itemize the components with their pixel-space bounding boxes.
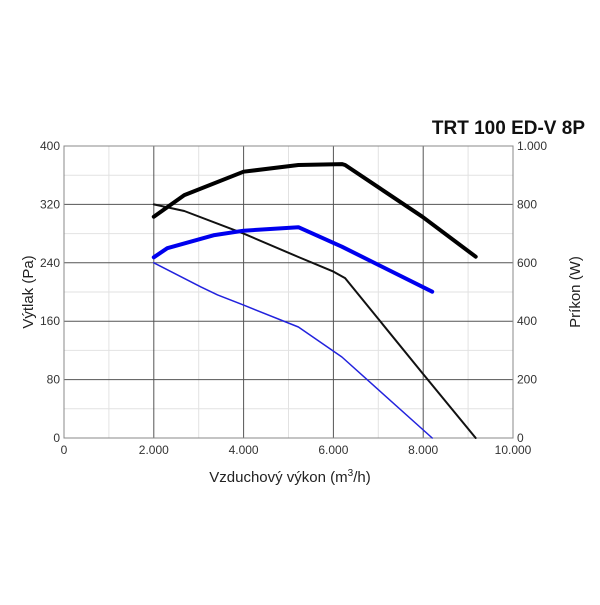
x-axis-label: Vzduchový výkon (m3/h) — [209, 468, 370, 486]
series-line-power-black — [151, 162, 478, 259]
y-tick-label: 400 — [40, 139, 60, 153]
series-line-power-blue — [151, 225, 435, 294]
y-tick-label: 0 — [53, 431, 60, 445]
series-line-pressure-black — [152, 203, 477, 439]
plot-frame — [63, 145, 514, 439]
y2-axis-label: Príkon (W) — [567, 256, 584, 328]
y2-tick-label: 800 — [517, 197, 537, 211]
series-group — [151, 162, 478, 439]
x-tick-label: 8.000 — [408, 443, 438, 457]
y2-tick-label: 200 — [517, 373, 537, 387]
y-tick-label: 160 — [40, 314, 60, 328]
x-tick-label: 2.000 — [139, 443, 169, 457]
chart-title: TRT 100 ED-V 8P — [432, 118, 585, 139]
x-tick-label: 10.000 — [495, 443, 532, 457]
grid — [63, 145, 514, 439]
y-tick-label: 320 — [40, 197, 60, 211]
tick-labels: 0 2.000 4.000 6.000 8.000 10.0000801602403204… — [40, 139, 547, 457]
x-tick-label: 0 — [61, 443, 68, 457]
y-axis-label: Výtlak (Pa) — [20, 255, 37, 328]
series-line-pressure-blue — [153, 262, 433, 439]
y2-tick-label: 1.000 — [517, 139, 547, 153]
y2-tick-label: 0 — [517, 431, 524, 445]
y-tick-label: 240 — [40, 256, 60, 270]
y2-tick-label: 400 — [517, 314, 537, 328]
x-tick-label: 4.000 — [229, 443, 259, 457]
y2-tick-label: 600 — [517, 256, 537, 270]
x-tick-label: 6.000 — [318, 443, 348, 457]
y-tick-label: 80 — [47, 373, 61, 387]
